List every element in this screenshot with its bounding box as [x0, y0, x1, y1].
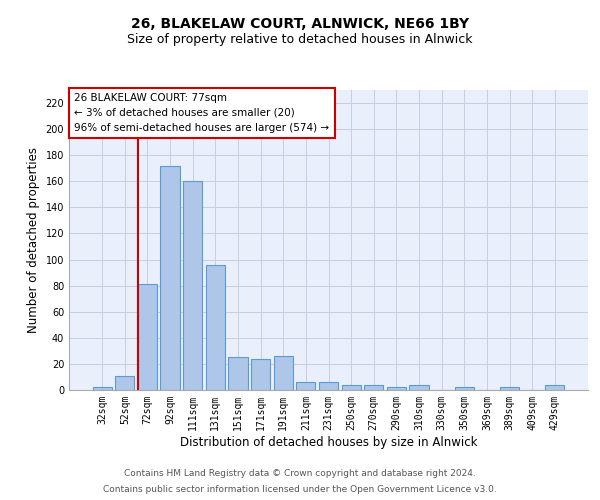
Bar: [206, 265, 225, 390]
Bar: [387, 388, 406, 390]
Bar: [115, 376, 134, 390]
Bar: [341, 385, 361, 390]
Bar: [545, 385, 565, 390]
Bar: [455, 388, 474, 390]
Bar: [92, 388, 112, 390]
Bar: [229, 358, 248, 390]
Text: Contains HM Land Registry data © Crown copyright and database right 2024.: Contains HM Land Registry data © Crown c…: [124, 468, 476, 477]
Bar: [409, 385, 428, 390]
Bar: [296, 382, 316, 390]
X-axis label: Distribution of detached houses by size in Alnwick: Distribution of detached houses by size …: [180, 436, 477, 448]
Bar: [160, 166, 180, 390]
Text: 26, BLAKELAW COURT, ALNWICK, NE66 1BY: 26, BLAKELAW COURT, ALNWICK, NE66 1BY: [131, 18, 469, 32]
Text: Contains public sector information licensed under the Open Government Licence v3: Contains public sector information licen…: [103, 485, 497, 494]
Bar: [274, 356, 293, 390]
Bar: [251, 358, 270, 390]
Bar: [183, 182, 202, 390]
Bar: [319, 382, 338, 390]
Text: Size of property relative to detached houses in Alnwick: Size of property relative to detached ho…: [127, 32, 473, 46]
Bar: [364, 385, 383, 390]
Bar: [500, 388, 519, 390]
Text: 26 BLAKELAW COURT: 77sqm
← 3% of detached houses are smaller (20)
96% of semi-de: 26 BLAKELAW COURT: 77sqm ← 3% of detache…: [74, 93, 329, 132]
Y-axis label: Number of detached properties: Number of detached properties: [27, 147, 40, 333]
Bar: [138, 284, 157, 390]
